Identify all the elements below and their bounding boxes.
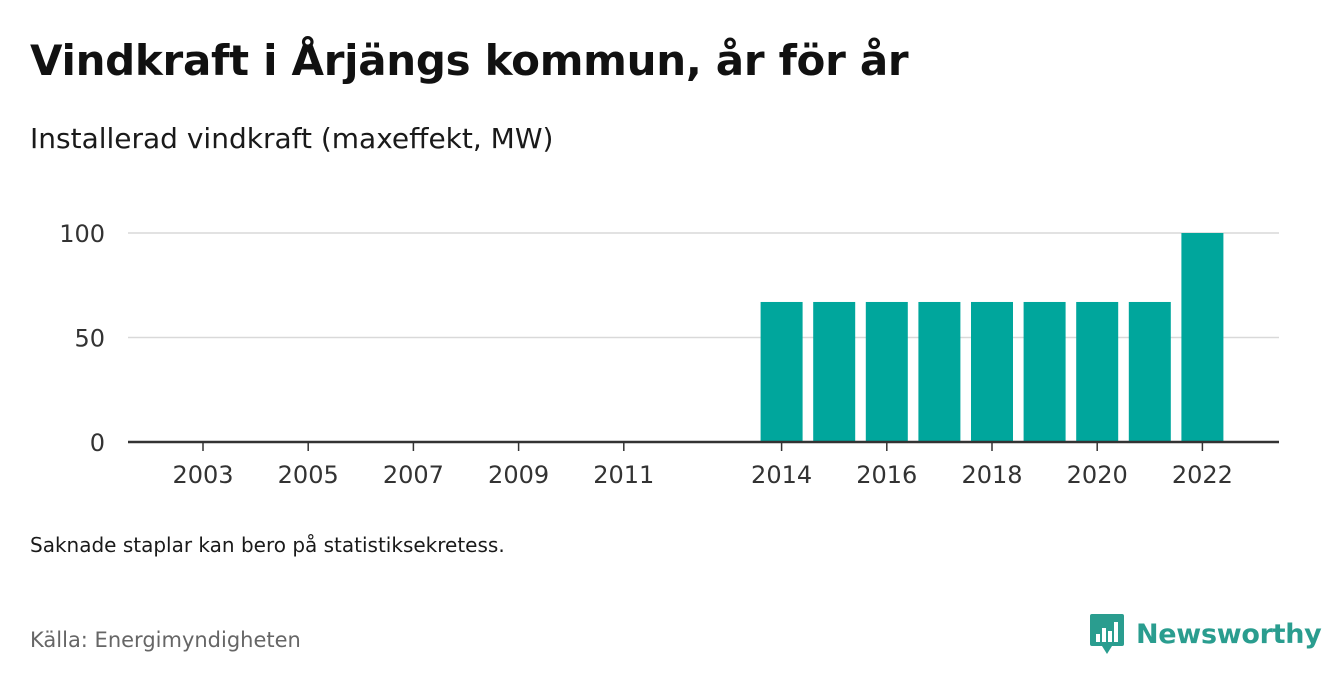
bars: [760, 233, 1224, 442]
x-tick-label: 2011: [593, 461, 654, 489]
x-tick-label: 2018: [961, 461, 1022, 489]
chart-subtitle: Installerad vindkraft (maxeffekt, MW): [30, 122, 554, 155]
bar-2021: [1128, 301, 1171, 442]
brand-logo: Newsworthy: [1088, 612, 1322, 656]
x-tick-label: 2020: [1067, 461, 1128, 489]
x-tick-label: 2009: [488, 461, 549, 489]
bar-2018: [971, 301, 1013, 442]
y-tick-label: 100: [59, 220, 105, 248]
newsworthy-logo-icon: [1090, 614, 1124, 654]
x-tick-label: 2016: [856, 461, 917, 489]
chart-note: Saknade staplar kan bero på statistiksek…: [30, 533, 505, 557]
x-tick-label: 2022: [1172, 461, 1233, 489]
bar-2019: [1023, 301, 1066, 442]
chart-title: Vindkraft i Årjängs kommun, år för år: [30, 36, 909, 85]
source-credit: Källa: Energimyndigheten: [30, 628, 301, 652]
x-tick-label: 2007: [383, 461, 444, 489]
x-tick-label: 2005: [278, 461, 339, 489]
bar-2017: [918, 301, 961, 442]
bar-2015: [813, 301, 856, 442]
x-tick-label: 2014: [751, 461, 812, 489]
bar-chart: 0 50 100 2003 2005 2007 2009 2011 2014 2016 2018 20…: [59, 220, 1279, 489]
bar-2020: [1076, 301, 1119, 442]
y-tick-label: 50: [74, 325, 105, 353]
bar-2022: [1181, 233, 1224, 442]
y-tick-label: 0: [90, 429, 105, 457]
x-tick-label: 2003: [172, 461, 233, 489]
axes: 0 50 100 2003 2005 2007 2009 2011 2014 2016 2018 20…: [59, 220, 1279, 489]
bar-2014: [760, 301, 803, 442]
brand-name: Newsworthy: [1136, 618, 1322, 650]
bar-2016: [865, 301, 908, 442]
